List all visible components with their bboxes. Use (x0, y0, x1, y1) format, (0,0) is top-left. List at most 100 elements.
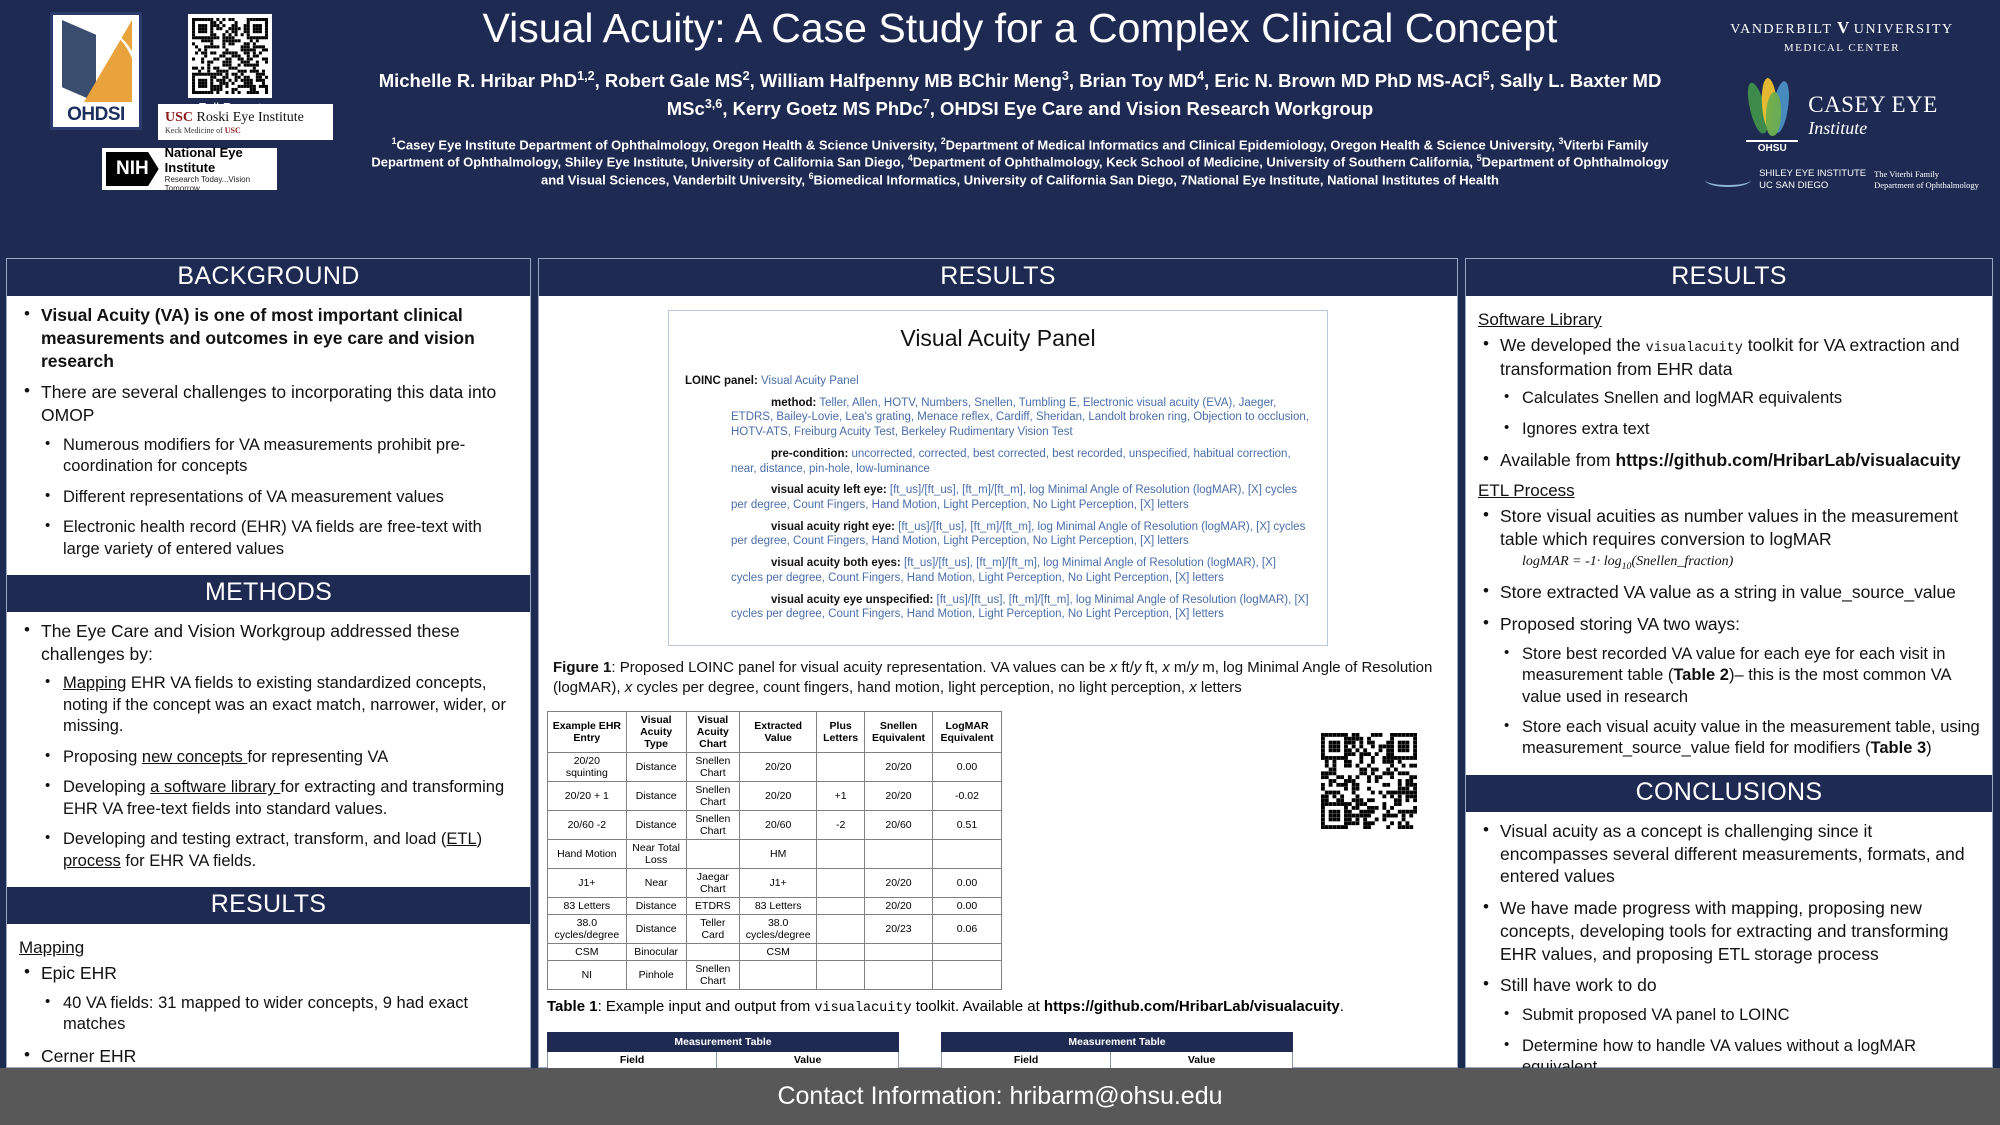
mapping-cerner-label: Cerner EHR (41, 1045, 137, 1066)
shiley-line1: SHILEY EYE INSTITUTE (1759, 168, 1867, 179)
loinc-line: visual acuity eye unspecified: [ft_us]/[… (685, 593, 1311, 622)
loinc-line: visual acuity right eye: [ft_us]/[ft_us]… (685, 520, 1311, 549)
figure1-loinc-panel: Visual Acuity Panel LOINC panel: Visual … (668, 310, 1328, 647)
table1-cell: Hand Motion (547, 839, 627, 870)
figure1-caption: Figure 1: Proposed LOINC panel for visua… (553, 659, 1433, 696)
ohdsi-mark-icon (56, 18, 136, 104)
nei-logo-line1: National Eye Institute (164, 145, 243, 175)
table1-col-header: Visual Acuity Chart (685, 711, 741, 754)
table-row: J1+ Near Jaegar Chart J1+ 20/20 0.00 (547, 868, 1002, 899)
table-row: CSM Binocular CSM (547, 943, 1002, 962)
table1-col-header: Visual Acuity Type (625, 711, 687, 754)
loinc-label: visual acuity left eye: (771, 484, 887, 497)
table1-cell: Distance (625, 810, 687, 841)
table-row: 20/20 squinting Distance Snellen Chart 20/2… (547, 752, 1002, 783)
casey-flame-icon (1744, 76, 1798, 138)
table1-cell: 20/60 -2 (547, 810, 627, 841)
table1-cell: 38.0 cycles/degree (547, 914, 627, 945)
github-qr-block[interactable] (1321, 733, 1417, 830)
table1-cell: Distance (625, 781, 687, 812)
casey-line1: CASEY EYE (1808, 91, 1938, 117)
table1-cell: Teller Card (685, 914, 741, 945)
table1-col-header: Extracted Value (739, 711, 818, 754)
loinc-value: [ft_us]/[ft_us], [ft_m]/[ft_m], log Mini… (731, 557, 1276, 584)
table1-cell: CSM (547, 943, 627, 962)
qr-code-icon[interactable] (188, 14, 272, 98)
nei-logo-line2: Research Today...Vision Tomorrow (164, 175, 251, 193)
mapping-subhead: Mapping (19, 937, 85, 957)
table-row: 20/60 -2 Distance Snellen Chart 20/60 -2 20/6… (547, 810, 1002, 841)
table1-cell: Snellen Chart (685, 781, 741, 812)
table1-cell: 0.00 (932, 868, 1002, 899)
table-row: Measurement Table (941, 1032, 1293, 1053)
table1-cell: J1+ (739, 868, 818, 899)
methods-list: The Eye Care and Vision Workgroup addres… (19, 619, 518, 872)
background-item-1: There are several challenges to incorpor… (41, 382, 497, 425)
list-item: The Eye Care and Vision Workgroup addres… (19, 619, 518, 872)
table1-cell: Near Total Loss (625, 839, 687, 870)
loinc-label: pre-condition: (771, 447, 849, 460)
table1-cell: Distance (625, 897, 687, 916)
table1-cell: -0.02 (932, 781, 1002, 812)
table1-cell (816, 752, 865, 783)
table1-col-header: Snellen Equivalent (863, 711, 934, 754)
table1-cell: Snellen Chart (685, 752, 741, 783)
background-sublist: Numerous modifiers for VA measurements p… (41, 434, 518, 560)
right-logo-stack: VANDERBILT V UNIVERSITY MEDICAL CENTER O… (1692, 18, 1992, 192)
table1-cell (816, 839, 865, 870)
page-title: Visual Acuity: A Case Study for a Comple… (482, 5, 1558, 51)
table1-cell: Pinhole (625, 960, 687, 991)
table1-cell: 20/60 (739, 810, 818, 841)
list-item: Ignores extra text (1500, 418, 1980, 440)
table1-cell: 20/20 (863, 752, 934, 783)
background-item-0: Visual Acuity (VA) is one of most import… (41, 305, 475, 371)
table3-col-field: Field (940, 1051, 1112, 1070)
table-row: 83 Letters Distance ETDRS 83 Letters 20/20 0.… (547, 897, 1002, 916)
table1-cell: 38.0 cycles/degree (739, 914, 818, 945)
table1-cell: 0.51 (932, 810, 1002, 841)
list-item[interactable]: Available from https://github.com/Hribar… (1478, 448, 1980, 472)
table1-cell (932, 943, 1002, 962)
table-row: NI Pinhole Snellen Chart (547, 960, 1002, 991)
usc-logo-line1: USC Roski Eye Institute (165, 109, 304, 125)
footer-contact: Contact Information: hribarm@ohsu.edu (0, 1068, 2000, 1125)
poster-header: OHDSI Full Report USC Roski Eye Institut… (0, 0, 2000, 258)
list-item: Electronic health record (EHR) VA fields… (41, 516, 518, 560)
list-item: Developing and testing extract, transfor… (41, 828, 518, 872)
usc-roski-logo: USC Roski Eye Institute Keck Medicine of… (158, 104, 333, 140)
software-library-list: We developed the visualacuity toolkit fo… (1478, 333, 1980, 472)
loinc-label: visual acuity both eyes: (771, 557, 901, 570)
table1-cell (816, 960, 865, 991)
loinc-line: visual acuity both eyes: [ft_us]/[ft_us]… (685, 556, 1311, 585)
table1-cell: 0.00 (932, 897, 1002, 916)
list-item: Visual acuity as a concept is challengin… (1478, 819, 1980, 888)
table2-col-value: Value (716, 1051, 899, 1070)
table1-cell: 20/23 (863, 914, 934, 945)
table1-cell (932, 960, 1002, 991)
list-item: We have made progress with mapping, prop… (1478, 896, 1980, 965)
table1-cell: Distance (625, 752, 687, 783)
table1-cell: 20/20 squinting (547, 752, 627, 783)
software-sublist: Calculates Snellen and logMAR equivalent… (1500, 387, 1980, 440)
shiley-right-line2: Department of Ophthalmology (1874, 179, 1979, 190)
column-right: RESULTS Software Library We developed th… (1465, 258, 1993, 1125)
loinc-label: LOINC panel: (685, 375, 758, 387)
loinc-line: method: Teller, Allen, HOTV, Numbers, Sn… (685, 396, 1311, 440)
table1-cell: Jaegar Chart (685, 868, 741, 899)
table1-cell (932, 839, 1002, 870)
table1-cell: 83 Letters (739, 897, 818, 916)
mapping-epic-label: Epic EHR (41, 962, 117, 983)
list-item: Mapping EHR VA fields to existing standa… (41, 672, 518, 737)
list-item: Calculates Snellen and logMAR equivalent… (1500, 387, 1980, 409)
table1-cell: 0.06 (932, 914, 1002, 945)
methods-intro: The Eye Care and Vision Workgroup addres… (41, 620, 460, 664)
section-header-background: BACKGROUND (7, 259, 530, 296)
figure1-title: Visual Acuity Panel (900, 325, 1096, 351)
table1-cell: 20/20 (739, 752, 818, 783)
table1-cell: NI (547, 960, 627, 991)
table1-cell (816, 897, 865, 916)
loinc-label: method: (771, 396, 817, 409)
section-header-methods: METHODS (7, 574, 530, 612)
full-report-qr-block[interactable]: Full Report (188, 14, 272, 115)
